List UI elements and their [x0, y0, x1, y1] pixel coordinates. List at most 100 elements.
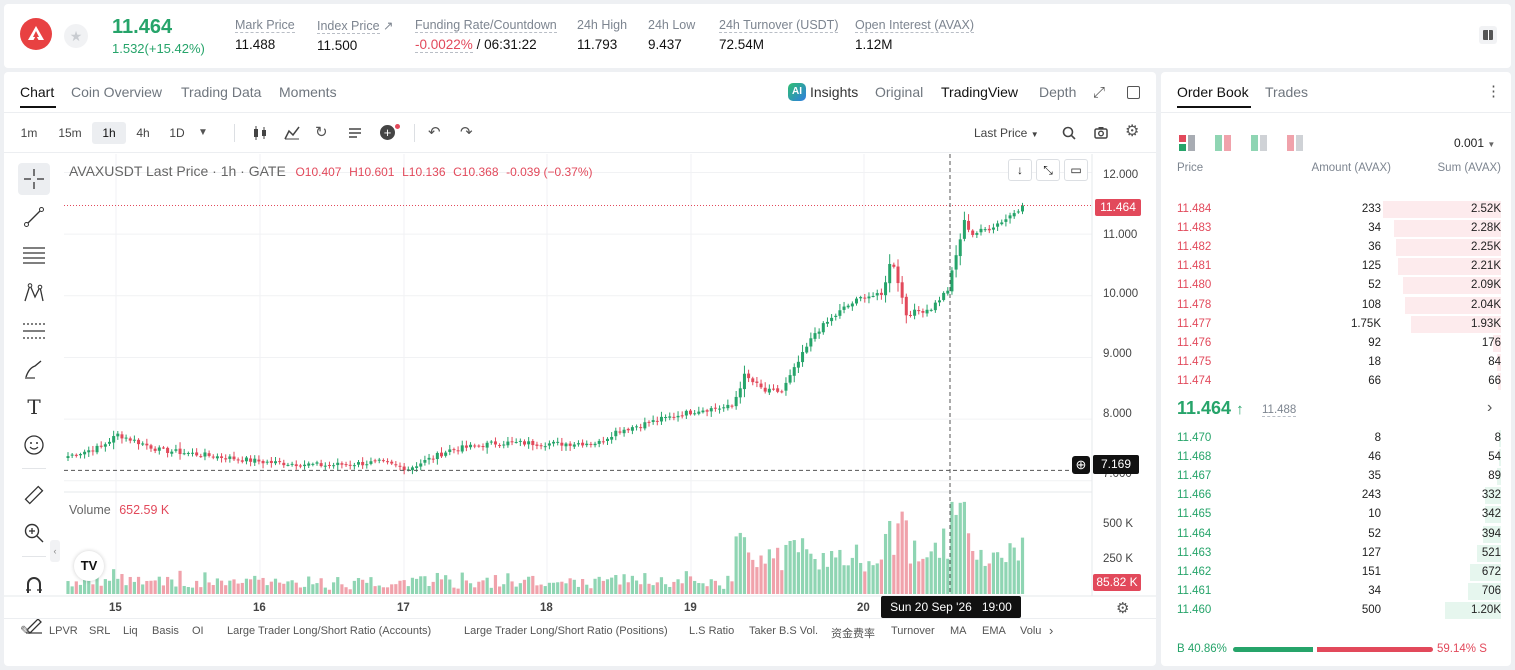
bid-row[interactable]: 11.470 8 8	[1161, 429, 1511, 448]
tab-chart[interactable]: Chart	[20, 84, 55, 100]
fullscreen-icon[interactable]	[1127, 86, 1140, 99]
expand-icon[interactable]: ⤢	[1093, 84, 1106, 101]
indicator-lpvr[interactable]: LPVR	[49, 625, 78, 637]
tab-moments[interactable]: Moments	[279, 84, 337, 100]
indicator-ma[interactable]: MA	[950, 625, 967, 637]
indicator-ema[interactable]: EMA	[982, 625, 1006, 637]
timeframe-1h[interactable]: 1h	[92, 122, 126, 144]
mid-price[interactable]: 11.464 ↑	[1177, 398, 1244, 419]
ask-row[interactable]: 11.483 34 2.28K	[1161, 219, 1511, 238]
indicator-liq[interactable]: Liq	[123, 625, 138, 637]
price-type-select[interactable]: Last Price ▼	[974, 126, 1039, 140]
tab-original[interactable]: Original	[875, 84, 924, 100]
timeframe-dropdown-icon[interactable]: ▼	[198, 127, 208, 138]
tab-coin-overview[interactable]: Coin Overview	[71, 84, 163, 100]
brush-tool-icon[interactable]	[18, 353, 50, 385]
indicator-basis[interactable]: Basis	[152, 625, 179, 637]
tab-insights[interactable]: Insights	[810, 84, 859, 100]
horizontal-lines-tool-icon[interactable]	[18, 239, 50, 271]
external-link-icon[interactable]: ↗	[383, 19, 394, 33]
indicator-large-trader-positions[interactable]: Large Trader Long/Short Ratio (Positions…	[464, 625, 668, 637]
turnover-label[interactable]: 24h Turnover (USDT)	[719, 18, 839, 33]
precision-select[interactable]: 0.001 ▼	[1454, 136, 1495, 150]
ask-row[interactable]: 11.480 52 2.09K	[1161, 276, 1511, 295]
funding-rate-label[interactable]: Funding Rate/Countdown	[415, 18, 557, 33]
timeframe-1d[interactable]: 1D	[169, 126, 185, 140]
scroll-to-latest-button[interactable]: ↓	[1008, 159, 1032, 181]
bid-row[interactable]: 11.461 34 706	[1161, 582, 1511, 601]
timeframe-4h[interactable]: 4h	[136, 126, 150, 140]
add-indicator-icon[interactable]: +	[380, 125, 395, 140]
axis-settings-icon[interactable]: ⚙	[1116, 600, 1130, 617]
indicator-taker-bs-vol[interactable]: Taker B.S Vol.	[749, 625, 819, 637]
crosshair-tool-icon[interactable]	[18, 163, 50, 195]
indicator-srl[interactable]: SRL	[89, 625, 111, 637]
view-asks-icon[interactable]	[1251, 135, 1267, 154]
tab-depth[interactable]: Depth	[1039, 84, 1077, 100]
trend-line-tool-icon[interactable]	[18, 201, 50, 233]
tab-trading-data[interactable]: Trading Data	[181, 84, 262, 100]
chevron-right-icon[interactable]: ›	[1049, 623, 1054, 638]
ask-row[interactable]: 11.477 1.75K 1.93K	[1161, 315, 1511, 334]
reset-chart-button[interactable]: ▭	[1064, 159, 1088, 181]
collapse-chart-button[interactable]: ⤡	[1036, 159, 1060, 181]
ask-row[interactable]: 11.476 92 176	[1161, 334, 1511, 353]
camera-icon[interactable]	[1094, 126, 1108, 142]
indicator-large-trader-accounts[interactable]: Large Trader Long/Short Ratio (Accounts)	[227, 625, 432, 637]
indicator-volume[interactable]: Volu	[1020, 625, 1042, 637]
timeframe-15m[interactable]: 15m	[58, 126, 82, 140]
indicator-turnover[interactable]: Turnover	[891, 625, 935, 637]
zoom-in-icon[interactable]	[18, 517, 50, 549]
timeframe-1m[interactable]: 1m	[20, 126, 38, 140]
ask-row[interactable]: 11.484 233 2.52K	[1161, 200, 1511, 219]
fib-tool-icon[interactable]	[18, 315, 50, 347]
indicators-icon[interactable]	[284, 126, 300, 143]
bid-row[interactable]: 11.468 46 54	[1161, 448, 1511, 467]
ask-row[interactable]: 11.478 108 2.04K	[1161, 296, 1511, 315]
tab-tradingview[interactable]: TradingView	[941, 84, 1019, 100]
bid-row[interactable]: 11.463 127 521	[1161, 544, 1511, 563]
redo-icon[interactable]: ↷	[460, 124, 473, 141]
open-interest-label[interactable]: Open Interest (AVAX)	[855, 18, 975, 33]
bid-row[interactable]: 11.460 500 1.20K	[1161, 601, 1511, 620]
view-trades-icon[interactable]	[1287, 135, 1303, 154]
undo-icon[interactable]: ↶	[428, 124, 441, 141]
notebook-icon[interactable]	[1479, 26, 1497, 44]
price-chart[interactable]	[4, 72, 1156, 666]
ruler-tool-icon[interactable]	[18, 479, 50, 511]
lock-drawing-tool-icon[interactable]	[18, 607, 50, 639]
tab-order-book[interactable]: Order Book	[1177, 84, 1249, 100]
search-icon[interactable]	[1062, 126, 1076, 143]
candle-type-icon[interactable]	[252, 126, 268, 143]
tab-trades[interactable]: Trades	[1265, 84, 1309, 100]
gear-icon[interactable]: ⚙	[1125, 123, 1140, 140]
view-both-icon[interactable]	[1179, 135, 1195, 154]
ask-row[interactable]: 11.482 36 2.25K	[1161, 238, 1511, 257]
view-bids-icon[interactable]	[1215, 135, 1231, 154]
favorite-star-icon[interactable]: ★	[64, 24, 88, 48]
mark-price-label[interactable]: Mark Price	[235, 18, 295, 33]
indicator-oi[interactable]: OI	[192, 625, 204, 637]
replay-icon[interactable]: ↻	[315, 124, 328, 141]
indicators-edit-icon[interactable]: ✎	[20, 623, 31, 638]
bid-row[interactable]: 11.462 151 672	[1161, 563, 1511, 582]
insights-ai-icon[interactable]: AI	[788, 83, 806, 101]
funding-rate-value[interactable]: -0.0022%	[415, 37, 473, 53]
index-price-label[interactable]: Index Price	[317, 19, 380, 34]
bid-row[interactable]: 11.467 35 89	[1161, 467, 1511, 486]
pattern-tool-icon[interactable]	[18, 277, 50, 309]
emoji-tool-icon[interactable]	[18, 429, 50, 461]
ask-row[interactable]: 11.474 66 66	[1161, 372, 1511, 391]
text-tool-icon[interactable]: T	[27, 395, 41, 419]
chevron-right-icon[interactable]: ›	[1487, 399, 1493, 416]
indicator-funding-rate[interactable]: 资金费率	[831, 627, 875, 640]
ask-row[interactable]: 11.481 125 2.21K	[1161, 257, 1511, 276]
collapse-toolbar-icon[interactable]: ‹	[50, 540, 60, 562]
bid-row[interactable]: 11.464 52 394	[1161, 525, 1511, 544]
magnet-tool-icon[interactable]	[18, 569, 50, 601]
indicator-ls-ratio[interactable]: L.S Ratio	[689, 625, 735, 637]
bid-row[interactable]: 11.466 243 332	[1161, 486, 1511, 505]
crosshair-add-icon[interactable]: ⊕	[1072, 456, 1090, 474]
more-options-icon[interactable]: ⋮	[1486, 83, 1501, 100]
settings-list-icon[interactable]	[348, 126, 362, 143]
